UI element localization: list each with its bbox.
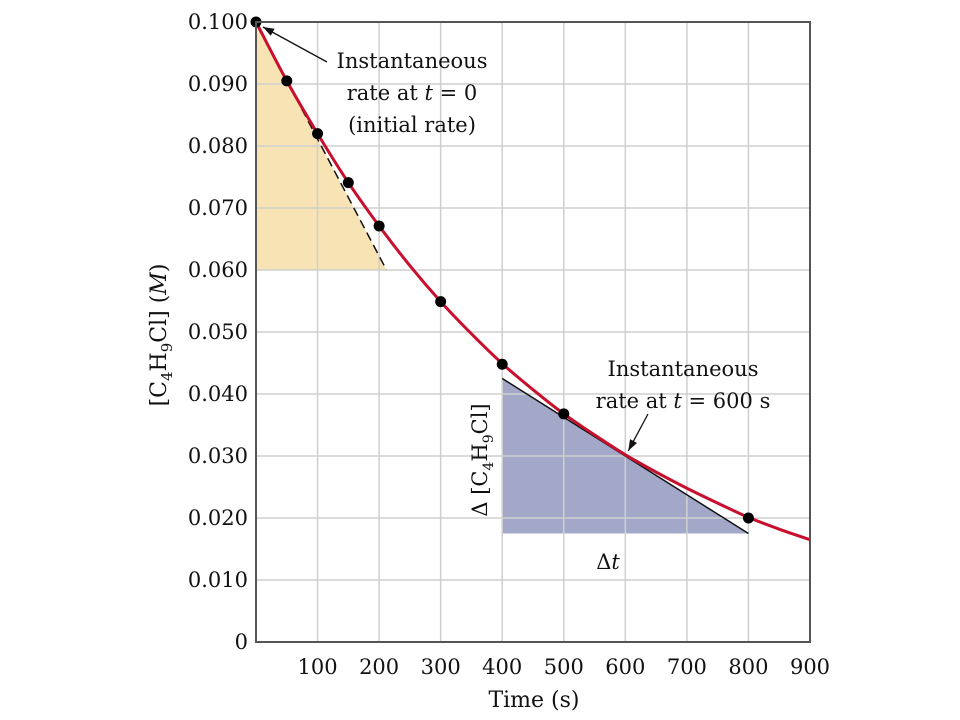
x-tick-label: 200 (359, 655, 399, 679)
y-tick-label: 0.100 (188, 10, 248, 34)
arrow-initial-rate-head (263, 27, 275, 36)
y-axis-label-sub2: 9 (158, 343, 176, 353)
x-tick-label: 900 (790, 655, 830, 679)
data-points (250, 16, 754, 524)
y-tick-label: 0.090 (188, 72, 248, 96)
plot-frame (255, 21, 811, 643)
x-tick-label: 500 (544, 655, 584, 679)
annotation-rate-600: Instantaneous rate at t = 600 s (596, 357, 771, 413)
y-tick-labels: 0 0.010 0.020 0.030 0.040 0.050 0.060 0.070 0.08… (188, 10, 248, 654)
annotation-600-line1: Instantaneous (608, 357, 759, 381)
annotation-initial-line3: (initial rate) (348, 113, 476, 137)
y-axis-label-close: Cl] ( (147, 295, 172, 343)
annotation-initial-line1: Instantaneous (337, 49, 488, 73)
gridlines (256, 22, 810, 642)
x-tick-label: 600 (605, 655, 645, 679)
x-axis-label: Time (s) (488, 688, 579, 713)
annotation-arrows (262, 26, 649, 452)
x-tick-label: 700 (667, 655, 707, 679)
delta-conc-sub1: 4 (481, 462, 497, 471)
y-axis-label-end: ) (147, 264, 172, 273)
data-point (558, 408, 570, 420)
y-tick-label: 0.070 (188, 196, 248, 220)
annotation-600-line2: rate at t = 600 s (596, 389, 771, 413)
annotation-600-line2-var: t (673, 389, 682, 413)
annotation-600-line2-pre: rate at (596, 389, 674, 413)
delta-conc-pre: Δ [C (468, 471, 492, 517)
delta-t-pre: Δ (596, 550, 611, 574)
data-point (496, 358, 508, 370)
annotation-initial-line2-var: t (424, 81, 433, 105)
delta-conc-sub2: 9 (481, 434, 497, 443)
delta-t-label: Δt (596, 550, 620, 574)
data-point (312, 128, 324, 140)
annotation-initial-line2-post: = 0 (433, 81, 477, 105)
arrow-initial-rate-shaft (262, 26, 328, 63)
arrow-rate-600-head (628, 439, 638, 451)
delta-t-var: t (611, 550, 620, 574)
data-point (281, 75, 293, 87)
y-axis-label-mid: H (147, 352, 172, 371)
annotation-600-line2-post: = 600 s (682, 389, 770, 413)
y-tick-label: 0.020 (188, 506, 248, 530)
delta-concentration-label: Δ [C4H9Cl] (468, 403, 497, 516)
y-axis-label-unit: M (147, 272, 172, 296)
y-axis-label: [C4H9Cl] (M) (147, 264, 176, 407)
y-tick-label: 0.040 (188, 382, 248, 406)
annotation-initial-line2-pre: rate at (347, 81, 425, 105)
y-axis-label-open: [C (147, 381, 172, 406)
y-tick-label: 0.060 (188, 258, 248, 282)
y-tick-label: 0.050 (188, 320, 248, 344)
x-tick-label: 400 (482, 655, 522, 679)
y-tick-label: 0.030 (188, 444, 248, 468)
data-point (435, 296, 447, 308)
annotation-initial-rate: Instantaneous rate at t = 0 (initial rat… (337, 49, 488, 137)
x-tick-label: 800 (728, 655, 768, 679)
annotation-initial-line2: rate at t = 0 (347, 81, 478, 105)
y-tick-label: 0.010 (188, 568, 248, 592)
delta-conc-mid: H (468, 443, 492, 461)
data-point (742, 512, 754, 524)
data-point (373, 220, 385, 232)
y-tick-label: 0.080 (188, 134, 248, 158)
x-tick-label: 300 (421, 655, 461, 679)
data-point (342, 177, 354, 189)
y-axis-label-sub1: 4 (158, 371, 176, 381)
delta-conc-post: Cl] (468, 403, 492, 434)
x-tick-label: 100 (298, 655, 338, 679)
x-tick-labels: 100 200 300 400 500 600 700 800 900 (298, 655, 831, 679)
y-tick-label: 0 (235, 630, 248, 654)
